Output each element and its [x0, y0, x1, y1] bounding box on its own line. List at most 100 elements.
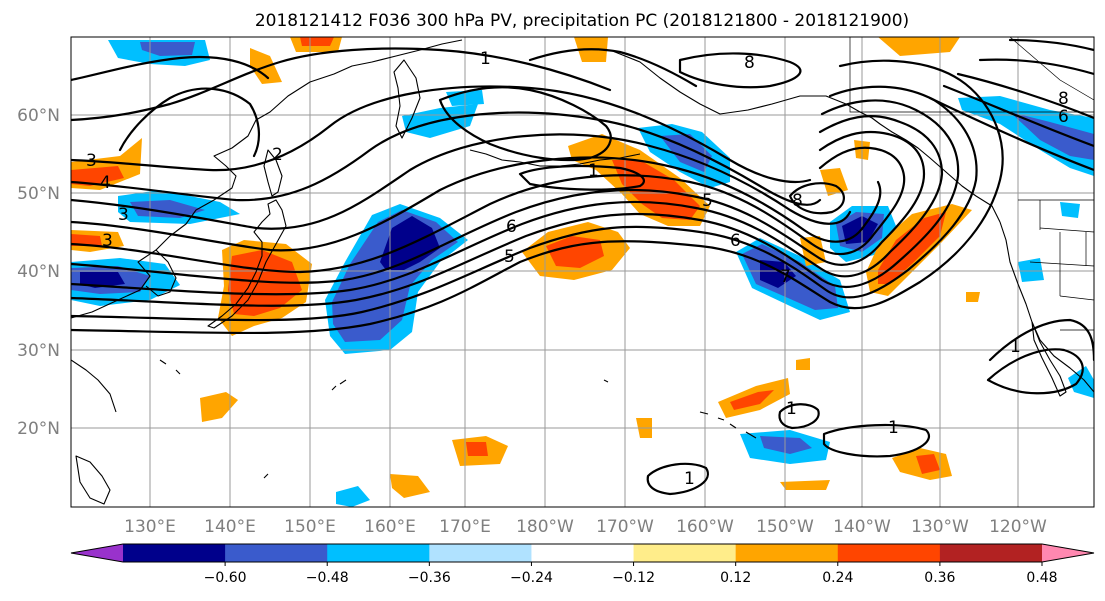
pv-contour-20: [956, 72, 1094, 120]
negative-anomaly-south-2: [1068, 366, 1094, 398]
coastline-asia: [71, 39, 463, 319]
pv-contour-18: [678, 52, 802, 89]
pv-contour-5: [71, 130, 926, 284]
pv-contour-21: [942, 84, 1094, 148]
pv-contour-17: [788, 182, 845, 215]
contour-label: 1: [888, 418, 899, 438]
pv-contour-14: [528, 48, 698, 88]
contour-label: 2: [272, 145, 283, 165]
pv-contour-22: [928, 96, 1094, 172]
negative-anomaly-canada-core: [1010, 112, 1094, 160]
lon-label: 180°W: [516, 517, 574, 537]
lon-label: 150°E: [284, 517, 336, 537]
pv-contour-11: [71, 47, 612, 122]
contour-label: 1: [786, 399, 797, 419]
coastline-islands: [159, 359, 609, 479]
colorbar-tick-label: 0.36: [924, 570, 955, 586]
negative-anomaly-small-2: [1018, 258, 1044, 282]
pv-contour-25: [986, 348, 1084, 395]
lon-label: 160°E: [364, 517, 416, 537]
contour-label: 1: [588, 161, 599, 181]
contour-label: 1: [684, 469, 695, 489]
pv-contour-28: [646, 462, 709, 496]
colorbar-tick-label: −0.36: [408, 570, 451, 586]
map-frame: [70, 36, 1095, 508]
positive-anomaly-north-1-core: [300, 37, 334, 46]
pv-contour-1: [71, 59, 1004, 335]
negative-anomaly-northwest-core: [140, 42, 195, 56]
contour-label: 5: [702, 191, 713, 211]
positive-anomaly-subtropic-4-core: [730, 390, 774, 410]
political-borders: [849, 37, 1094, 331]
map-panel: 1 1 2 3 3 3 4 5 5 6 6 7 8 8 8 6 1 1 1 1: [70, 36, 1095, 508]
contour-label: 4: [100, 173, 111, 193]
contour-label: 3: [118, 205, 129, 225]
positive-anomaly-subtropic-6: [780, 480, 830, 490]
positive-anomaly-subtropic-3: [390, 474, 430, 498]
colorbar-tick-label: −0.48: [306, 570, 349, 586]
pv-contour-13: [118, 87, 260, 158]
latitude-labels: 60°N 50°N 40°N 30°N 20°N: [17, 106, 60, 439]
colorbar-outline: [70, 543, 1095, 563]
contour-labels: 1 1 2 3 3 3 4 5 5 6 6 7 8 8 8 6 1 1 1 1: [86, 49, 1069, 489]
pv-contour-10: [71, 85, 812, 184]
contour-label: 6: [1058, 107, 1069, 127]
pv-contour-7: [71, 156, 882, 252]
precipitation-shading: [71, 37, 1094, 507]
colorbar-tick-label: 0.24: [822, 570, 853, 586]
negative-anomaly-japan-west-core: [80, 272, 125, 288]
lon-label: 170°E: [439, 517, 491, 537]
longitude-labels: 130°E 140°E 150°E 160°E 170°E 180°W 170°…: [124, 517, 1047, 537]
contour-label: 5: [504, 247, 515, 267]
colorbar-swatch: [225, 544, 328, 562]
lat-label: 40°N: [17, 262, 60, 282]
colorbar-swatch: [735, 544, 839, 562]
contour-label: 3: [86, 151, 97, 171]
lon-label: 130°W: [911, 517, 969, 537]
colorbar-swatch: [429, 544, 532, 562]
positive-anomaly-subtropic-5-core: [916, 454, 940, 474]
pv-contours: [71, 38, 1094, 496]
coastline-philippines: [75, 455, 111, 505]
positive-anomaly-japan-core: [228, 250, 302, 316]
positive-anomaly-subtropic-1: [200, 392, 238, 422]
positive-anomaly-subtropic-9: [966, 292, 980, 302]
pv-contour-2: [71, 85, 978, 322]
colorbar-swatch: [123, 544, 226, 562]
contour-label: 7: [780, 267, 791, 287]
colorbar-swatch: [837, 544, 941, 562]
contour-label: 1: [480, 49, 491, 69]
colorbar: −0.60 −0.48 −0.36 −0.24 −0.12 0.12 0.24 0.36 0.4…: [70, 543, 1095, 586]
lon-label: 120°W: [989, 517, 1047, 537]
lon-label: 150°W: [756, 517, 814, 537]
pv-contour-15: [438, 86, 612, 162]
contour-label: 8: [792, 191, 803, 211]
colorbar-tick-label: −0.12: [612, 570, 655, 586]
coastline-korea: [145, 249, 177, 297]
contour-label: 1: [1010, 337, 1021, 357]
negative-anomaly-small-1: [1060, 202, 1080, 218]
pv-contour-24: [988, 318, 1094, 362]
lon-label: 130°E: [124, 517, 176, 537]
positive-anomaly-west-2-core: [71, 234, 102, 246]
colorbar-swatch: [939, 544, 1043, 562]
contour-label: 3: [102, 231, 113, 251]
pv-contour-27: [778, 403, 820, 430]
lat-label: 50°N: [17, 184, 60, 204]
lat-label: 60°N: [17, 106, 60, 126]
lon-label: 140°E: [204, 517, 256, 537]
contour-label: 8: [744, 53, 755, 73]
pv-contour-16: [518, 164, 645, 191]
lon-label: 140°W: [833, 517, 891, 537]
positive-anomaly-subtropic-8: [796, 358, 810, 370]
negative-anomaly-south-1: [336, 486, 370, 507]
lon-label: 170°W: [596, 517, 654, 537]
colorbar-swatch: [327, 544, 430, 562]
pv-contour-6: [71, 146, 906, 274]
positive-anomaly-west-1-core: [71, 166, 124, 186]
coastline-hawaii: [699, 411, 757, 439]
positive-anomaly-subtropic-2-core: [466, 442, 488, 456]
pv-contour-19: [978, 58, 1094, 76]
contour-label: 6: [730, 231, 741, 251]
